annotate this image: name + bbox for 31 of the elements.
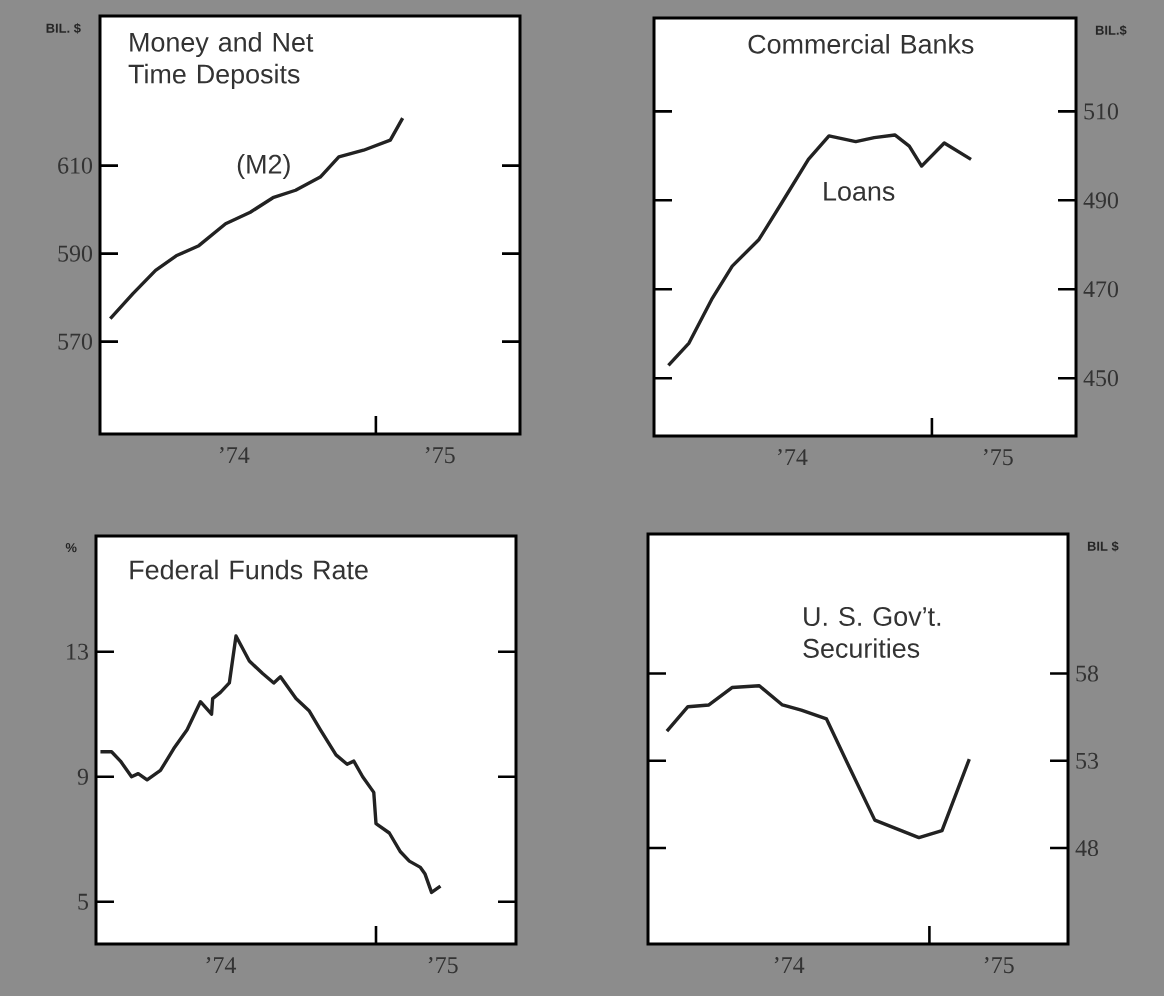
y-tick-label: 450	[1083, 370, 1118, 387]
line-series	[108, 116, 405, 321]
y-tick-label: 9	[77, 768, 88, 785]
text: U. S. Gov’t. Securities	[803, 606, 941, 658]
text: Money and Net Time Deposits	[128, 31, 314, 89]
y-tick-label: 5	[78, 893, 89, 910]
y-tick-label: 490	[1083, 192, 1118, 209]
y-tick-label: 570	[58, 333, 93, 350]
series-label: (M2)	[237, 153, 290, 180]
series-label: Loans	[824, 182, 895, 201]
x-tick-label: ’74	[774, 957, 805, 973]
y-tick-label: 13	[67, 643, 89, 660]
x-tick-label: ’75	[425, 447, 455, 464]
y-tick-label: 53	[1076, 752, 1099, 769]
x-tick-label: ’75	[984, 957, 1014, 974]
x-tick-label: ’75	[983, 449, 1013, 466]
x-tick-label: ’74	[778, 449, 808, 465]
y-tick-label: 58	[1076, 665, 1099, 682]
y-tick-label: 510	[1084, 103, 1118, 120]
line-series	[98, 634, 443, 895]
text: Federal Funds Rate	[130, 559, 368, 580]
y-tick-label: 610	[58, 157, 93, 174]
y-tick-label: 48	[1075, 839, 1099, 857]
y-tick-label: 470	[1083, 281, 1118, 298]
line-series	[665, 684, 971, 840]
x-tick-label: ’74	[206, 957, 237, 973]
line-series	[666, 133, 973, 367]
x-tick-label: ’75	[428, 957, 458, 974]
x-tick-label: ’74	[219, 447, 250, 463]
y-tick-label: 590	[58, 245, 93, 262]
chart-title: Commercial Banks	[748, 33, 974, 54]
